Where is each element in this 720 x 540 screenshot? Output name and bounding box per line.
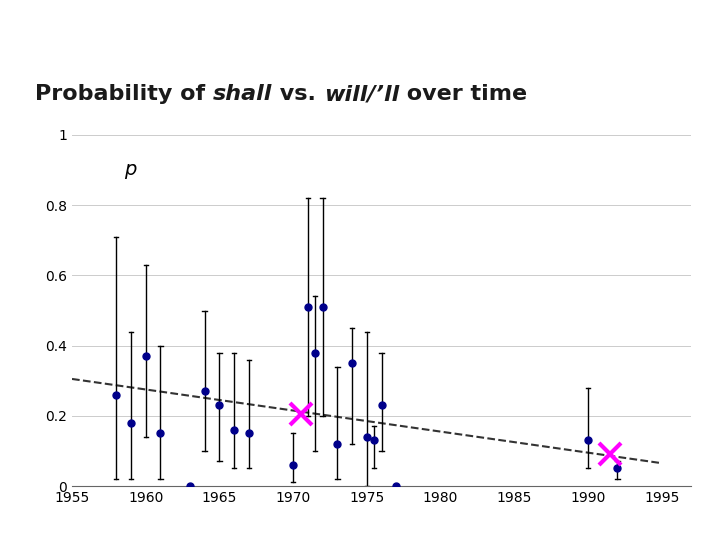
- Text: will/’ll: will/’ll: [324, 84, 400, 105]
- Text: Probability of: Probability of: [35, 84, 213, 105]
- Text: †UCL: †UCL: [611, 17, 698, 48]
- Text: p: p: [124, 160, 136, 179]
- Text: over time: over time: [400, 84, 527, 105]
- Text: vs.: vs.: [272, 84, 324, 105]
- Text: shall: shall: [213, 84, 272, 105]
